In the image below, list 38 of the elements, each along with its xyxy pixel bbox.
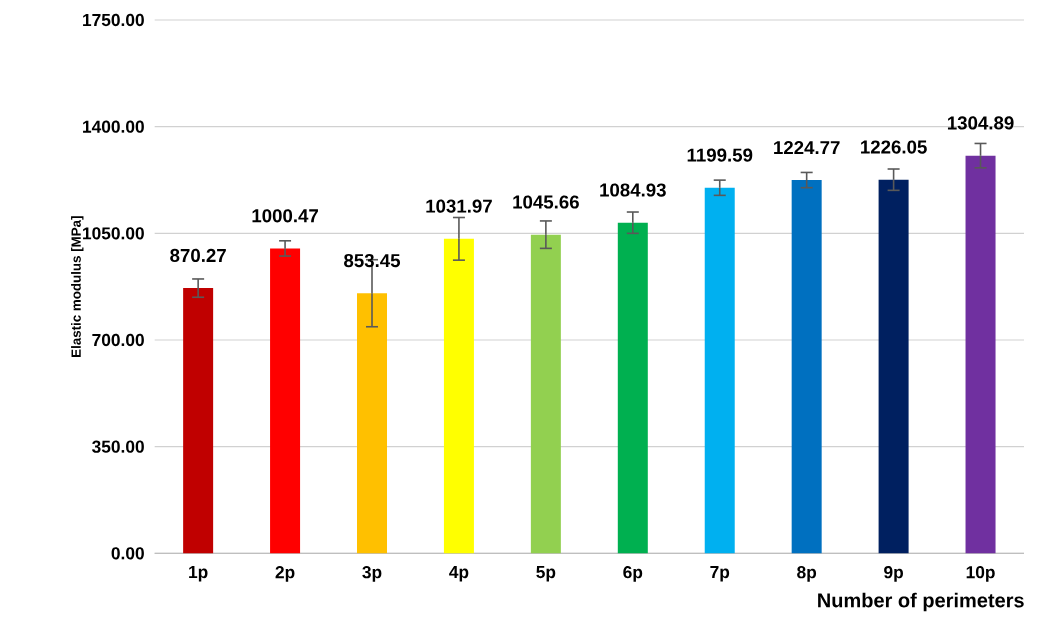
- y-tick-label: 700.00: [92, 333, 144, 347]
- y-tick-label: 0.00: [111, 547, 144, 560]
- y-axis-title: Elastic modulus [MPa]: [71, 216, 84, 357]
- data-label: 1045.66: [513, 195, 579, 209]
- y-tick-label: 350.00: [92, 440, 144, 453]
- x-tick-label: 6p: [623, 566, 643, 582]
- data-label: 1304.89: [947, 116, 1014, 130]
- bar: [791, 180, 822, 554]
- x-tick-label: 2p: [275, 566, 295, 582]
- data-label: 1031.97: [426, 199, 492, 213]
- x-tick-label: 10p: [966, 566, 995, 582]
- bar: [183, 288, 214, 554]
- data-label: 1224.77: [774, 140, 840, 155]
- bar: [878, 179, 909, 554]
- data-label: 853.45: [344, 253, 401, 268]
- bar: [443, 238, 474, 554]
- y-tick-label: 1400.00: [83, 120, 144, 133]
- x-tick-label: 7p: [710, 566, 730, 582]
- data-label: 1084.93: [600, 183, 666, 197]
- y-tick-label: 1050.00: [83, 227, 144, 240]
- x-tick-label: 9p: [884, 566, 903, 582]
- x-tick-label: 4p: [449, 566, 469, 582]
- data-label: 1000.47: [252, 209, 318, 223]
- x-axis-title: Number of perimeters: [818, 592, 1024, 612]
- y-tick-label: 1750.00: [83, 13, 144, 27]
- bar: [530, 234, 561, 554]
- data-label: 1226.05: [861, 140, 927, 154]
- bar: [270, 248, 301, 554]
- x-tick-label: 3p: [362, 566, 382, 582]
- data-label: 1199.59: [687, 148, 753, 162]
- bar: [617, 222, 648, 554]
- bar: [357, 293, 387, 554]
- x-tick-label: 5p: [536, 566, 556, 582]
- data-label: 870.27: [170, 248, 226, 263]
- x-tick-label: 8p: [797, 566, 817, 582]
- x-tick-label: 1p: [189, 566, 208, 582]
- bar: [965, 155, 996, 554]
- bar: [704, 187, 735, 554]
